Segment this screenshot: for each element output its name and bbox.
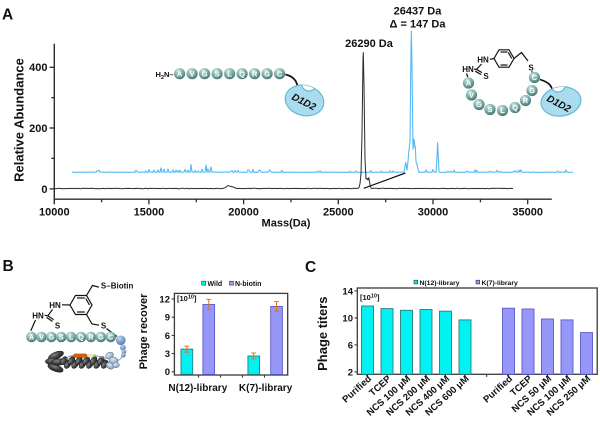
svg-text:Q: Q — [239, 69, 245, 78]
svg-text:A: A — [466, 79, 472, 88]
svg-text:26437 Da: 26437 Da — [394, 6, 443, 18]
svg-text:G: G — [202, 69, 208, 78]
svg-text:R: R — [88, 335, 93, 342]
svg-text:Wild: Wild — [208, 281, 223, 288]
svg-text:L: L — [500, 106, 505, 115]
svg-text:HN: HN — [462, 65, 474, 74]
svg-text:G: G — [98, 335, 104, 342]
svg-text:15000: 15000 — [134, 207, 165, 219]
svg-text:C: C — [305, 259, 316, 276]
svg-text:C: C — [277, 69, 283, 78]
svg-text:S: S — [215, 69, 220, 78]
svg-text:K(7)-library: K(7)-library — [482, 280, 518, 287]
svg-text:0: 0 — [165, 367, 170, 378]
svg-text:6: 6 — [165, 331, 170, 342]
svg-text:V: V — [469, 91, 474, 100]
svg-text:10000: 10000 — [39, 207, 70, 219]
svg-text:G: G — [49, 335, 55, 342]
svg-text:V: V — [39, 335, 44, 342]
svg-text:HN: HN — [477, 56, 489, 65]
svg-text:20000: 20000 — [228, 207, 259, 219]
svg-text:2: 2 — [348, 367, 353, 378]
svg-text:3: 3 — [165, 349, 170, 360]
svg-text:N-biotin: N-biotin — [235, 281, 261, 288]
svg-text:HN: HN — [49, 301, 61, 310]
svg-text:S: S — [59, 335, 64, 342]
svg-text:C: C — [532, 73, 538, 82]
svg-text:A: A — [2, 7, 13, 24]
svg-text:–Biotin: –Biotin — [106, 282, 133, 291]
svg-text:30000: 30000 — [418, 207, 449, 219]
svg-text:K(7)-library: K(7)-library — [239, 383, 293, 394]
svg-text:Mass(Da): Mass(Da) — [262, 218, 311, 230]
svg-text:G: G — [476, 100, 482, 109]
svg-text:A: A — [177, 69, 183, 78]
svg-text:Phage titers: Phage titers — [315, 296, 330, 370]
svg-text:200: 200 — [29, 123, 47, 135]
svg-text:400: 400 — [29, 62, 47, 74]
svg-text:HN: HN — [32, 312, 44, 321]
svg-text:B: B — [3, 258, 14, 275]
svg-text:[1010]: [1010] — [177, 294, 197, 303]
svg-text:25000: 25000 — [323, 207, 354, 219]
svg-text:G: G — [529, 86, 535, 95]
svg-text:12: 12 — [159, 294, 170, 305]
svg-text:Q: Q — [78, 335, 84, 342]
svg-text:S: S — [101, 322, 107, 331]
svg-text:S: S — [55, 322, 61, 331]
svg-text:6: 6 — [348, 340, 353, 351]
svg-text:Phage recover: Phage recover — [138, 293, 150, 370]
svg-text:C: C — [108, 335, 113, 342]
svg-text:10: 10 — [342, 313, 353, 324]
svg-text:0: 0 — [41, 184, 47, 196]
svg-text:9: 9 — [165, 313, 170, 324]
svg-text:35000: 35000 — [512, 207, 543, 219]
svg-text:A: A — [29, 335, 34, 342]
svg-text:26290 Da: 26290 Da — [345, 38, 394, 50]
svg-text:S: S — [528, 64, 534, 73]
svg-text:S: S — [483, 72, 489, 81]
svg-text:14: 14 — [342, 286, 353, 297]
svg-text:N(12)-library: N(12)-library — [168, 383, 227, 394]
svg-text:V: V — [190, 69, 195, 78]
svg-text:S: S — [101, 282, 107, 291]
svg-text:N(12)-library: N(12)-library — [420, 280, 460, 287]
svg-text:Δ = 147 Da: Δ = 147 Da — [390, 19, 447, 31]
svg-text:[1010]: [1010] — [360, 293, 380, 302]
svg-text:G: G — [264, 69, 270, 78]
svg-text:H2N–: H2N– — [156, 70, 174, 81]
svg-text:R: R — [252, 69, 258, 78]
svg-text:L: L — [227, 69, 232, 78]
svg-text:S: S — [487, 105, 492, 114]
svg-text:Q: Q — [512, 103, 518, 112]
svg-text:Relative Abundance: Relative Abundance — [12, 58, 27, 182]
svg-text:L: L — [69, 335, 74, 342]
svg-text:R: R — [523, 96, 529, 105]
